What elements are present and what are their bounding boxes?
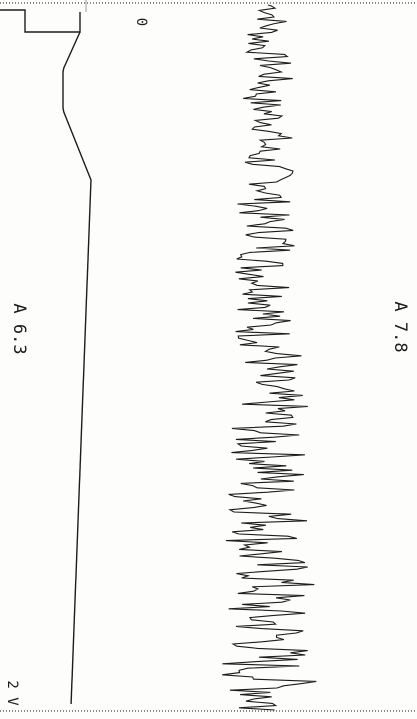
lower-trace (222, 4, 317, 711)
upper-trace-label: A 6.3 (9, 303, 29, 355)
lower-trace-label: A 7.8 (390, 301, 410, 353)
upper-trace (62, 31, 92, 705)
zero-marker-label: 0 (133, 17, 149, 27)
voltage-marker-label: 2 V (4, 680, 20, 706)
calibration-step (0, 9, 81, 33)
